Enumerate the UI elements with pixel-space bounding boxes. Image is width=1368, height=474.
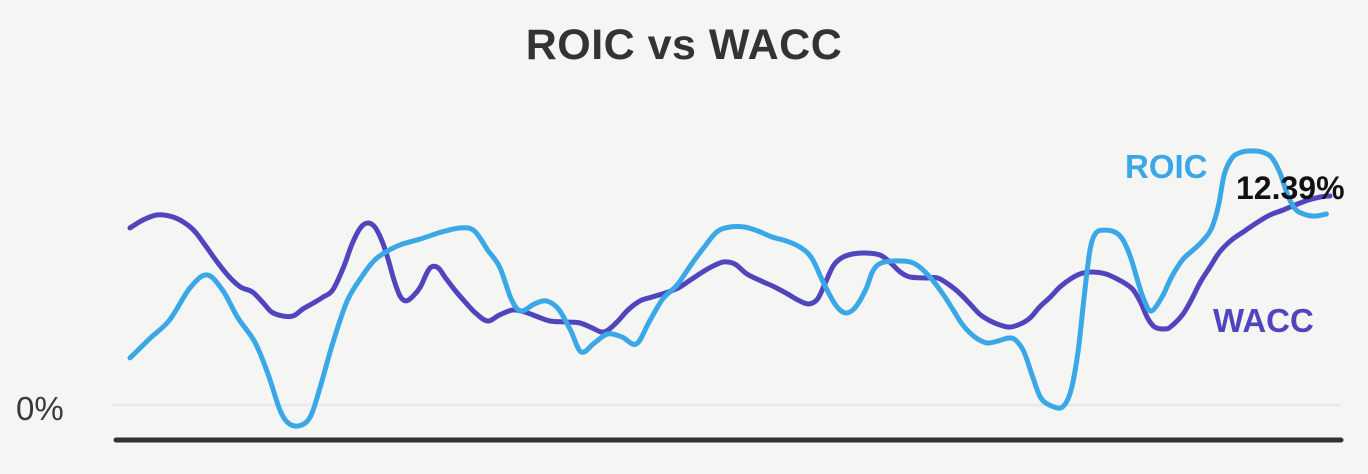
- y-axis-zero-label: 0%: [16, 390, 64, 427]
- roic-line: [127, 148, 1329, 429]
- wacc-line: [127, 193, 1333, 335]
- end-value-label: 12.39%: [1236, 170, 1345, 206]
- wacc-series-label: WACC: [1213, 302, 1314, 339]
- chart-title: ROIC vs WACC: [525, 21, 843, 69]
- roic-series-label: ROIC: [1125, 148, 1208, 185]
